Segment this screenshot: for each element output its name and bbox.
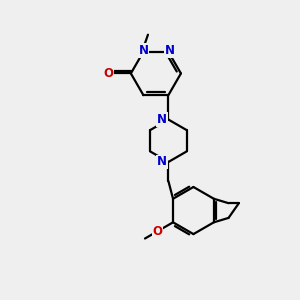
Text: N: N <box>165 44 175 57</box>
Text: N: N <box>157 113 167 126</box>
Text: O: O <box>103 67 113 80</box>
Text: O: O <box>152 225 163 239</box>
Text: N: N <box>138 44 148 57</box>
Text: N: N <box>157 155 167 169</box>
